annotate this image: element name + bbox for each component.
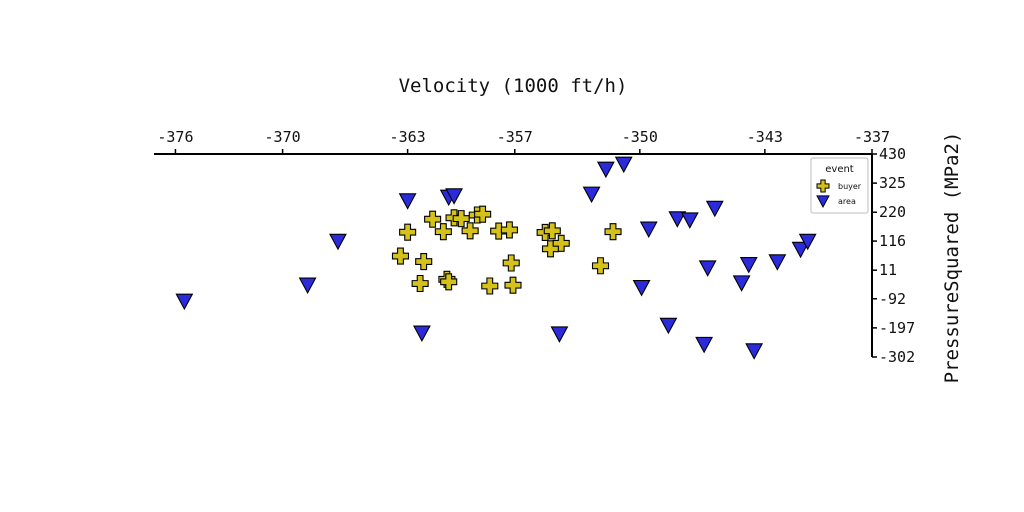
buyer-point: [502, 254, 520, 272]
x-tick-label: -376: [157, 128, 193, 146]
area-point: [768, 254, 787, 271]
buyer-point: [424, 210, 442, 228]
area-point: [445, 188, 463, 205]
y-axis-ticks: 430 325 220 116 11 -92 -197 -302: [872, 145, 915, 366]
y-tick-label: 220: [879, 203, 906, 221]
x-tick-label: -357: [497, 128, 533, 146]
legend-label-buyer: buyer: [838, 182, 862, 191]
area-point: [550, 326, 569, 343]
buyer-point: [500, 221, 518, 239]
buyer-point: [452, 210, 470, 228]
x-tick-label: -350: [622, 128, 658, 146]
area-point: [732, 275, 751, 292]
y-axis-title: PressureSquared (MPa2): [941, 132, 963, 384]
legend-items: buyer area: [816, 179, 862, 209]
buyer-point: [415, 253, 433, 271]
area-point: [175, 293, 194, 311]
area-point: [639, 221, 658, 239]
buyer-point: [474, 205, 492, 223]
buyer-point: [411, 274, 429, 293]
legend-marker-buyer: [816, 179, 830, 193]
buyer-point: [391, 247, 410, 265]
area-point: [632, 280, 651, 297]
area-point: [298, 277, 317, 295]
legend-title: event: [825, 164, 854, 175]
area-point: [791, 241, 810, 259]
area-point: [705, 200, 724, 218]
buyer-point: [543, 222, 561, 240]
buyer-point: [440, 273, 458, 291]
buyer-point: [604, 223, 622, 241]
y-tick-label: -302: [879, 348, 915, 366]
y-tick-label: 11: [879, 261, 897, 279]
area-point: [329, 233, 347, 251]
area-point: [659, 317, 678, 335]
legend-label-area: area: [838, 197, 856, 206]
plot-area: -376 -370 -363 -357 -350 -343 -337 430 325 220 11…: [154, 128, 915, 366]
area-point: [695, 336, 714, 354]
buyer-point: [552, 234, 570, 252]
x-tick-label: -337: [854, 128, 890, 146]
area-point: [680, 212, 699, 229]
y-tick-label: 325: [879, 174, 906, 192]
data-points: [175, 156, 817, 360]
area-point: [582, 186, 601, 204]
x-tick-label: -343: [747, 128, 783, 146]
area-point: [668, 211, 687, 228]
y-tick-label: 430: [879, 145, 906, 163]
x-axis-title: Velocity (1000 ft/h): [399, 75, 628, 97]
y-tick-label: -92: [879, 290, 906, 308]
area-point: [398, 193, 417, 210]
buyer-point: [591, 257, 610, 275]
area-point: [412, 325, 431, 343]
area-point: [614, 156, 633, 174]
legend-marker-area: [816, 195, 830, 209]
area-point: [745, 343, 764, 360]
area-point: [596, 161, 615, 179]
area-point: [798, 233, 817, 251]
legend: event buyer area: [810, 157, 869, 214]
area-point: [698, 260, 717, 277]
buyer-point: [399, 223, 417, 241]
area-point: [739, 257, 758, 274]
buyer-point: [481, 277, 499, 295]
y-tick-label: -197: [879, 319, 915, 337]
buyer-point: [461, 222, 479, 240]
x-tick-label: -370: [265, 128, 301, 146]
buyer-point: [434, 223, 452, 241]
x-axis-ticks: -376 -370 -363 -357 -350 -343 -337: [157, 128, 890, 154]
x-tick-label: -363: [390, 128, 426, 146]
y-tick-label: 116: [879, 232, 906, 250]
buyer-point: [504, 276, 522, 294]
